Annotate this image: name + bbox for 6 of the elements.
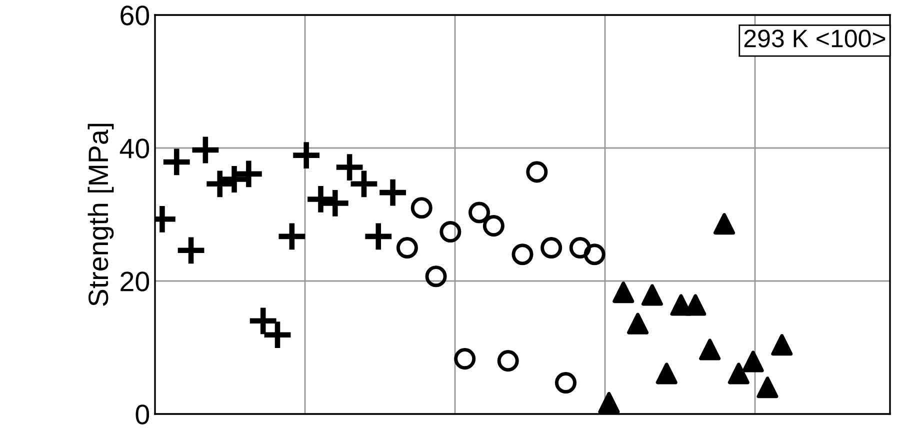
y-tick-label: 0 [136, 404, 150, 424]
annotation: 293 K <100> [744, 30, 886, 48]
y-tick-label: 40 [120, 138, 150, 158]
y-axis-title: Strength [MPa] [88, 124, 114, 306]
y-tick-label: 20 [120, 272, 150, 292]
y-tick-label: 60 [120, 6, 150, 26]
